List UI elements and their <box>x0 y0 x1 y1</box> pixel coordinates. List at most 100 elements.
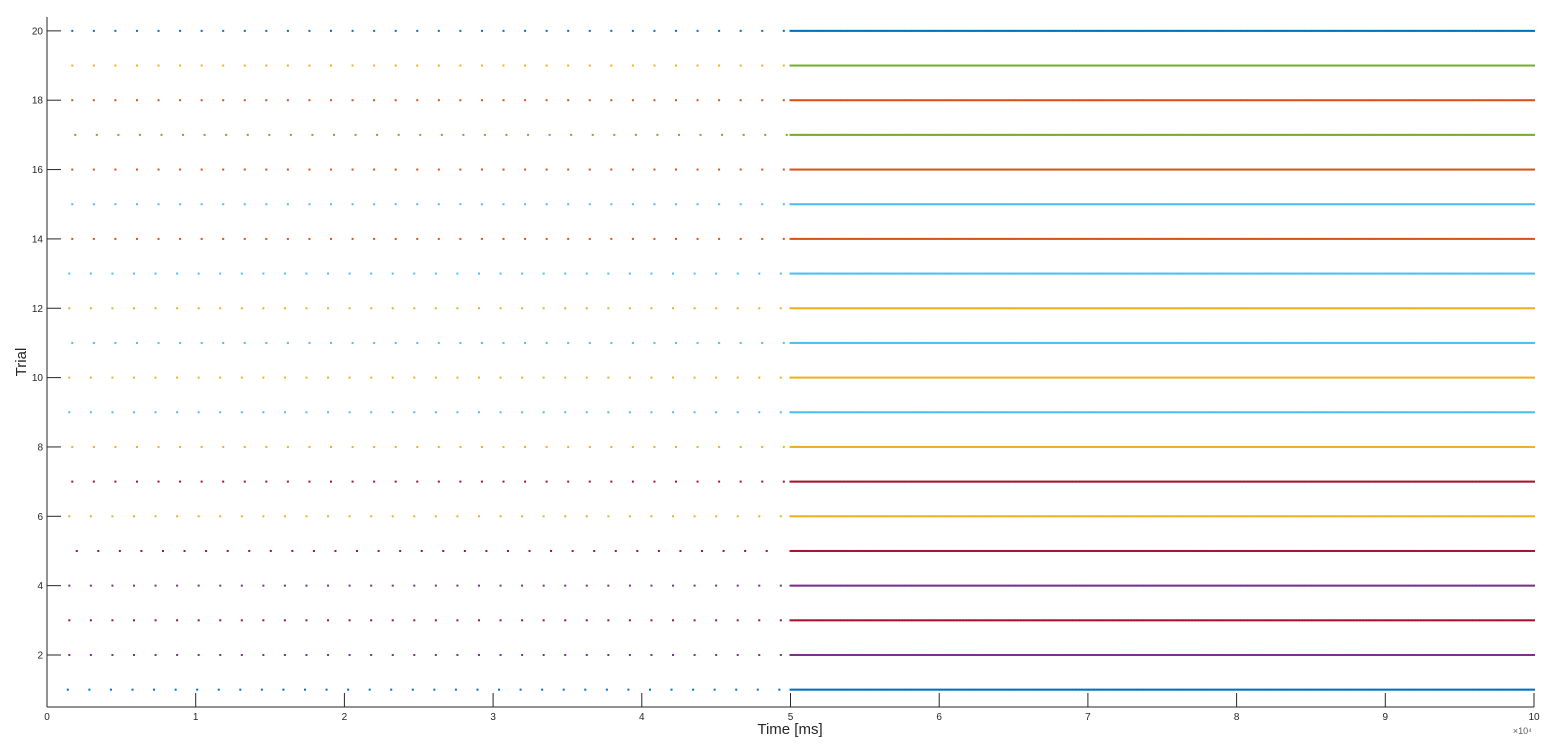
spike-point <box>1003 653 1006 656</box>
spike-point <box>820 480 823 483</box>
spike-point <box>607 376 610 379</box>
spike-point <box>1390 584 1393 587</box>
spike-point <box>933 688 936 691</box>
spike-point <box>1179 688 1182 691</box>
spike-point <box>1207 445 1210 448</box>
spike-point <box>1330 480 1333 483</box>
spike-point <box>826 515 829 518</box>
spike-point <box>1455 688 1458 691</box>
spike-point <box>1082 480 1085 483</box>
spike-point <box>1015 584 1018 587</box>
spike-point <box>1497 411 1500 414</box>
spike-point <box>1323 653 1326 656</box>
spike-point <box>993 515 996 518</box>
spike-point <box>1364 549 1367 552</box>
spike-point <box>1486 619 1489 622</box>
spike-point <box>1133 480 1135 483</box>
spike-point <box>1479 584 1482 587</box>
spike-point <box>1158 515 1161 518</box>
spike-point <box>837 411 840 414</box>
spike-point <box>807 584 810 587</box>
spike-point <box>1153 653 1156 656</box>
spike-point <box>693 515 696 518</box>
spike-point <box>1425 549 1428 552</box>
spike-point <box>854 515 857 518</box>
spike-point <box>814 619 817 622</box>
spike-point <box>1329 411 1332 414</box>
spike-point <box>1048 411 1051 414</box>
spike-point <box>1397 445 1400 448</box>
spike-point <box>1031 515 1034 518</box>
spike-point <box>1188 549 1191 552</box>
spike-point <box>1515 653 1518 656</box>
spike-point <box>1190 619 1193 622</box>
spike-point <box>92 445 95 448</box>
spike-point <box>111 411 114 414</box>
spike-point <box>758 411 761 414</box>
spike-point <box>1442 515 1445 518</box>
spike-point <box>1425 619 1428 622</box>
spike-point <box>1214 549 1217 552</box>
spike-point <box>1092 515 1095 518</box>
spike-point <box>1339 445 1342 448</box>
spike-point <box>1516 688 1519 691</box>
spike-point <box>1470 688 1473 691</box>
spike-point <box>1357 688 1360 691</box>
spike-point <box>893 688 896 691</box>
spike-point <box>1509 549 1512 552</box>
spike-point <box>817 445 820 448</box>
spike-point <box>807 549 810 552</box>
spike-point <box>1299 549 1302 552</box>
spike-point <box>954 619 957 622</box>
spike-point <box>851 480 854 483</box>
spike-point <box>1289 688 1292 691</box>
spike-point <box>1254 653 1257 656</box>
spike-point <box>829 480 832 483</box>
spike-point <box>1263 549 1266 552</box>
spike-point <box>135 480 138 483</box>
spike-point <box>1513 653 1516 656</box>
spike-point <box>1006 688 1009 691</box>
spike-point <box>1354 584 1357 587</box>
spike-point <box>1327 411 1330 414</box>
spike-point <box>996 549 999 552</box>
spike-point <box>1094 653 1097 656</box>
spike-point <box>1492 411 1495 414</box>
spike-point <box>1433 515 1436 518</box>
spike-point <box>1217 480 1220 483</box>
spike-point <box>1237 584 1240 587</box>
spike-point <box>1495 688 1498 691</box>
spike-point <box>1504 480 1507 483</box>
spike-point <box>1256 619 1259 622</box>
spike-point <box>240 619 243 622</box>
spike-point <box>1323 480 1326 483</box>
spike-point <box>1301 515 1304 518</box>
spike-point <box>1006 653 1009 656</box>
spike-point <box>880 688 883 691</box>
spike-point <box>840 619 843 622</box>
spike-point <box>1077 411 1080 414</box>
spike-point <box>1246 619 1249 622</box>
spike-point <box>1167 653 1170 656</box>
spike-point <box>976 584 979 587</box>
spike-point <box>960 688 963 691</box>
spike-point <box>957 376 960 379</box>
spike-point <box>956 653 959 656</box>
spike-point <box>1008 515 1011 518</box>
spike-point <box>1125 549 1128 552</box>
spike-point <box>1466 480 1469 483</box>
spike-point <box>1180 584 1183 587</box>
spike-point <box>1011 480 1014 483</box>
spike-point <box>1027 445 1030 448</box>
spike-point <box>1036 549 1039 552</box>
spike-point <box>939 376 942 379</box>
spike-point <box>1107 480 1110 483</box>
spike-point <box>1446 619 1449 622</box>
spike-point <box>999 480 1002 483</box>
spike-point <box>1364 445 1367 448</box>
spike-point <box>1327 688 1330 691</box>
spike-point <box>1464 549 1467 552</box>
spike-point <box>1400 619 1403 622</box>
spike-point <box>813 549 816 552</box>
spike-point <box>1436 619 1439 622</box>
